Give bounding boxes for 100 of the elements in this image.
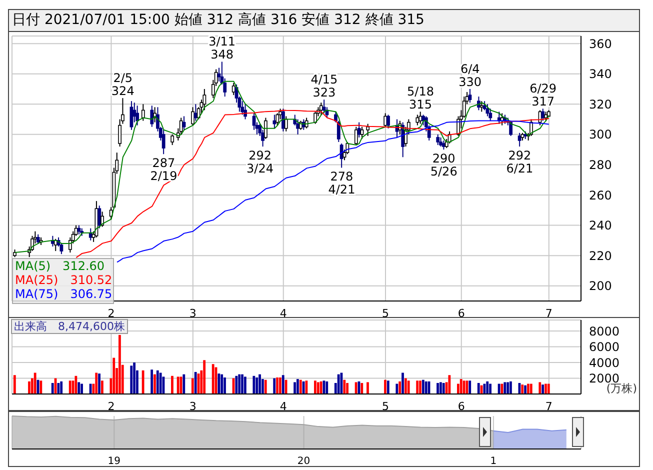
y-tick-label: 6000	[589, 340, 620, 354]
candlestick	[240, 100, 244, 116]
bar	[176, 376, 180, 394]
y-tick-label: 300	[589, 128, 612, 142]
bar	[326, 381, 328, 394]
bar	[238, 374, 241, 394]
annotation: 5/18 315	[407, 84, 434, 112]
bar	[386, 380, 390, 394]
y-tick-label: 200	[589, 279, 612, 294]
bar	[538, 382, 542, 394]
annotation: 278 4/21	[328, 170, 356, 197]
candlestick	[442, 140, 446, 150]
bar	[40, 380, 42, 394]
x-tick-label: 2	[108, 400, 115, 413]
bar	[235, 376, 238, 394]
candlestick	[314, 111, 318, 124]
bar	[194, 372, 197, 394]
bar	[343, 380, 346, 394]
bar	[154, 374, 156, 394]
bar	[466, 380, 468, 394]
bar	[171, 376, 174, 394]
x-tick-label: 5	[382, 306, 389, 320]
text: MA(75) 306.75	[15, 287, 112, 301]
bar	[218, 374, 220, 394]
candlestick	[264, 117, 268, 140]
bar	[346, 382, 349, 394]
bar	[256, 377, 258, 394]
bar	[404, 378, 407, 394]
x-tick-label: 6	[458, 400, 465, 413]
bar	[273, 378, 276, 394]
candlestick	[191, 106, 194, 126]
bar	[244, 376, 246, 394]
bar	[258, 374, 261, 394]
bar	[316, 382, 320, 394]
x-tick-label: 4	[280, 306, 287, 320]
text: MA(25) 310.52	[15, 273, 112, 287]
bar	[521, 384, 524, 394]
x-tick-label: 5	[382, 400, 389, 413]
x-tick-label: 6	[458, 306, 465, 320]
candlestick	[468, 88, 472, 104]
y-tick-label: 320	[589, 97, 612, 112]
x-tick-label: 2	[108, 306, 115, 320]
bar	[460, 379, 462, 394]
bar	[416, 380, 419, 394]
y-tick-label: 360	[589, 36, 612, 51]
bar	[78, 382, 80, 394]
bar	[28, 381, 30, 394]
bar	[182, 374, 186, 394]
x-tick-label: 20	[297, 456, 310, 468]
bar	[203, 360, 206, 394]
bar	[506, 382, 509, 394]
chart-title: 日付 2021/07/01 15:00 始値 312 高値 316 安値 312 終値 315	[8, 9, 640, 32]
candlestick	[182, 116, 186, 130]
bar	[13, 375, 16, 394]
bar	[504, 382, 506, 394]
bar	[314, 380, 316, 394]
annotation: 287 2/19	[150, 156, 178, 184]
bar	[282, 375, 284, 394]
bar	[398, 381, 402, 394]
annotation: 3/11 348	[208, 34, 236, 62]
candlestick	[518, 132, 522, 148]
candlestick	[416, 114, 420, 126]
candlestick	[366, 123, 370, 136]
bar	[448, 375, 451, 394]
bar	[422, 380, 424, 394]
candlestick	[386, 114, 390, 129]
candlestick	[162, 129, 166, 155]
y-tick-label: 340	[589, 67, 612, 82]
bar	[220, 374, 224, 394]
bar	[68, 380, 72, 394]
bar	[191, 378, 194, 394]
annotation: 6/4 330	[458, 62, 482, 89]
x-tick-label: 4	[280, 400, 287, 413]
bar	[133, 362, 136, 394]
candlestick	[354, 126, 358, 146]
bar	[489, 384, 492, 394]
bar	[278, 377, 282, 394]
bar	[483, 384, 486, 394]
y-tick-label: 220	[589, 248, 612, 263]
candlestick	[276, 112, 280, 126]
bar	[407, 380, 410, 394]
bar	[34, 372, 36, 394]
y-tick-label: 260	[589, 188, 612, 202]
y-axis-title: (万株)	[606, 382, 637, 395]
candlestick	[232, 82, 236, 96]
candlestick	[360, 126, 364, 140]
bar	[95, 372, 98, 394]
candlestick	[296, 118, 300, 135]
x-tick-label: 19	[108, 456, 120, 468]
bar	[530, 384, 532, 394]
candlestick	[322, 99, 326, 114]
bar	[74, 376, 78, 394]
bar	[442, 382, 445, 394]
bar	[159, 372, 162, 394]
candlestick	[357, 122, 361, 138]
bar	[150, 370, 154, 394]
annotation: 2/5 324	[111, 71, 134, 98]
candlestick	[170, 134, 174, 146]
bar	[384, 380, 386, 394]
candlestick	[319, 102, 323, 116]
